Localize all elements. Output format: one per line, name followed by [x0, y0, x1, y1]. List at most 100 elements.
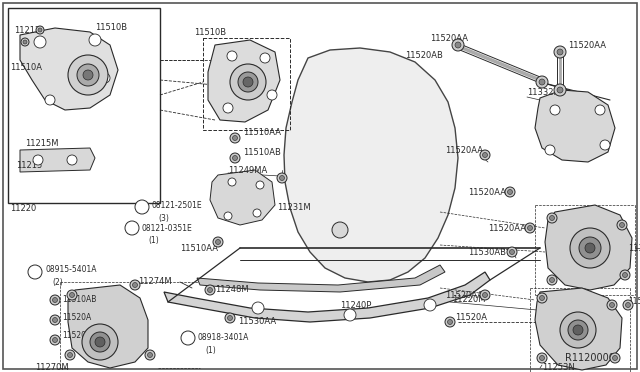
Circle shape: [90, 332, 110, 352]
Circle shape: [230, 133, 240, 143]
Circle shape: [232, 155, 237, 160]
Circle shape: [570, 228, 610, 268]
Circle shape: [227, 315, 232, 321]
Circle shape: [280, 176, 285, 180]
Circle shape: [550, 215, 554, 221]
Circle shape: [67, 353, 72, 357]
Circle shape: [536, 76, 548, 88]
Circle shape: [205, 285, 215, 295]
Circle shape: [52, 317, 58, 323]
Circle shape: [227, 51, 237, 61]
Circle shape: [223, 103, 233, 113]
Circle shape: [147, 353, 152, 357]
Text: 11520AA: 11520AA: [468, 187, 506, 196]
Text: N: N: [32, 269, 38, 275]
Circle shape: [557, 87, 563, 93]
Circle shape: [568, 320, 588, 340]
Circle shape: [230, 64, 266, 100]
Text: 11520AA: 11520AA: [488, 224, 526, 232]
Circle shape: [50, 315, 60, 325]
Circle shape: [82, 324, 118, 360]
Circle shape: [452, 39, 464, 51]
Text: 11220: 11220: [10, 203, 36, 212]
Text: 11520A: 11520A: [455, 314, 487, 323]
Text: 11231M: 11231M: [277, 202, 310, 212]
Polygon shape: [197, 265, 445, 292]
Circle shape: [50, 335, 60, 345]
Text: 11520A: 11520A: [62, 314, 92, 323]
Circle shape: [612, 356, 618, 360]
Circle shape: [623, 300, 633, 310]
Circle shape: [100, 73, 110, 83]
Text: R1120000: R1120000: [565, 353, 615, 363]
Polygon shape: [68, 285, 148, 368]
Circle shape: [243, 77, 253, 87]
Circle shape: [50, 295, 60, 305]
Circle shape: [508, 189, 513, 195]
Circle shape: [181, 331, 195, 345]
Circle shape: [537, 353, 547, 363]
Circle shape: [256, 181, 264, 189]
Circle shape: [620, 270, 630, 280]
Text: (1): (1): [205, 346, 216, 355]
Polygon shape: [535, 90, 615, 162]
Circle shape: [23, 40, 27, 44]
Circle shape: [83, 70, 93, 80]
Circle shape: [609, 302, 614, 308]
Circle shape: [253, 209, 261, 217]
Circle shape: [344, 309, 356, 321]
Polygon shape: [535, 288, 622, 370]
Circle shape: [228, 178, 236, 186]
Text: B: B: [129, 225, 134, 231]
Text: 11510A: 11510A: [10, 62, 42, 71]
Circle shape: [77, 64, 99, 86]
Text: (3): (3): [158, 214, 169, 222]
Circle shape: [547, 275, 557, 285]
Circle shape: [67, 290, 77, 300]
Circle shape: [505, 187, 515, 197]
Circle shape: [145, 350, 155, 360]
Circle shape: [52, 298, 58, 302]
Circle shape: [617, 220, 627, 230]
Text: 11320: 11320: [628, 244, 640, 253]
Circle shape: [607, 300, 617, 310]
Circle shape: [579, 237, 601, 259]
Circle shape: [130, 280, 140, 290]
Text: 11510AB: 11510AB: [628, 298, 640, 307]
Text: 08918-3401A: 08918-3401A: [198, 333, 250, 341]
Circle shape: [207, 288, 212, 292]
Text: 11510B: 11510B: [194, 28, 226, 36]
Circle shape: [21, 38, 29, 46]
Circle shape: [267, 90, 277, 100]
Circle shape: [550, 278, 554, 282]
Circle shape: [65, 350, 75, 360]
Circle shape: [260, 53, 270, 63]
Text: 08121-0351E: 08121-0351E: [142, 224, 193, 232]
Circle shape: [509, 250, 515, 254]
Text: 11520AA: 11520AA: [568, 41, 606, 49]
Text: (1): (1): [148, 235, 159, 244]
Circle shape: [52, 337, 58, 343]
Text: 11274M: 11274M: [138, 278, 172, 286]
Text: 11215: 11215: [16, 160, 42, 170]
Circle shape: [445, 317, 455, 327]
Text: 11520AA: 11520AA: [445, 291, 483, 299]
Text: 11270M: 11270M: [35, 363, 68, 372]
Circle shape: [483, 153, 488, 157]
Text: 11510AB: 11510AB: [243, 148, 281, 157]
Circle shape: [483, 292, 488, 298]
Bar: [8, 8, 160, 203]
Circle shape: [595, 105, 605, 115]
Bar: [203, 38, 290, 130]
Text: 11520A: 11520A: [62, 331, 92, 340]
Polygon shape: [208, 40, 280, 122]
Circle shape: [225, 313, 235, 323]
Circle shape: [125, 221, 139, 235]
Circle shape: [539, 79, 545, 85]
Circle shape: [547, 213, 557, 223]
Polygon shape: [210, 170, 275, 225]
Circle shape: [620, 222, 625, 228]
Text: N: N: [186, 336, 191, 340]
Circle shape: [447, 320, 452, 324]
Circle shape: [527, 225, 532, 231]
